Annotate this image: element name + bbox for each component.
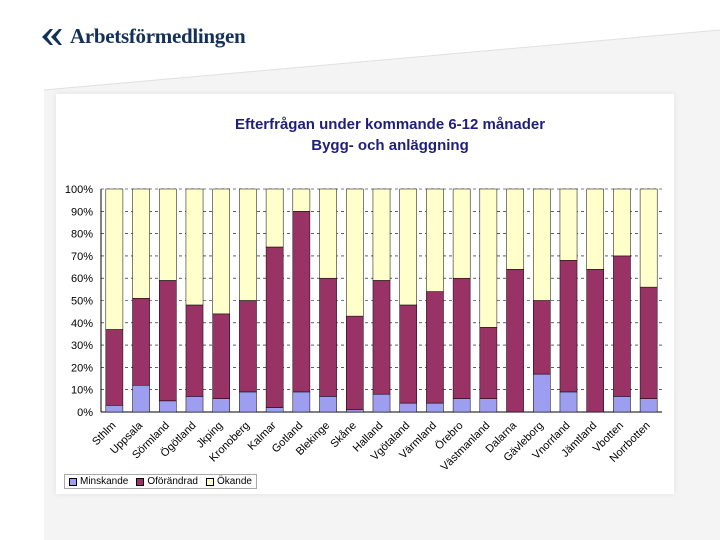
- bar-segment-minskande: [265, 407, 284, 413]
- bar-segment-ofrndrad: [345, 315, 364, 411]
- bar-segment-minskande: [613, 396, 631, 413]
- y-tick-label: 50%: [71, 296, 93, 308]
- bar-segment-kande: [639, 188, 658, 288]
- y-tick-label: 100%: [65, 184, 93, 196]
- bar-segment-kande: [372, 188, 391, 281]
- bar-segment-ofrndrad: [105, 329, 124, 406]
- bar-segment-kande: [559, 188, 578, 261]
- brand-name: Arbetsförmedlingen: [70, 24, 246, 48]
- bar-segment-ofrndrad: [399, 304, 418, 404]
- bar-segment-minskande: [532, 373, 551, 413]
- bar-segment-minskande: [105, 405, 124, 413]
- bar-segment-minskande: [212, 398, 231, 413]
- bar-segment-kande: [265, 188, 284, 248]
- bar-segment-minskande: [345, 409, 364, 413]
- legend-swatch-okande: [205, 477, 214, 486]
- y-tick-label: 90%: [71, 206, 93, 218]
- legend-swatch-oforandrad: [136, 477, 145, 486]
- legend-label-oforandrad: Oförändrad: [147, 476, 198, 487]
- bar-segment-minskande: [132, 384, 150, 413]
- y-tick-label: 40%: [71, 318, 93, 330]
- bar-segment-minskande: [158, 400, 177, 413]
- bar-segment-minskande: [372, 393, 391, 413]
- bar-segment-kande: [426, 188, 444, 292]
- bar-segment-kande: [158, 188, 177, 281]
- double-chevron-logo-icon: [42, 28, 62, 45]
- legend-item-oforandrad: Oförändrad: [136, 476, 198, 487]
- bar-segment-kande: [452, 188, 471, 279]
- legend-item-minskande: Minskande: [69, 476, 128, 487]
- chart-legend: Minskande Oförändrad Ökande: [64, 474, 257, 489]
- bar-segment-ofrndrad: [212, 313, 231, 399]
- bar-segment-ofrndrad: [559, 260, 578, 393]
- bar-segment-kande: [239, 188, 257, 301]
- bar-segment-minskande: [292, 391, 311, 413]
- bar-segment-ofrndrad: [292, 211, 311, 393]
- bar-segment-ofrndrad: [532, 300, 551, 375]
- bar-segment-minskande: [185, 396, 204, 413]
- y-tick-label: 80%: [71, 229, 93, 241]
- bar-segment-ofrndrad: [452, 277, 471, 399]
- legend-label-minskande: Minskande: [80, 476, 129, 487]
- bar-segment-kande: [292, 188, 311, 212]
- bar-segment-kande: [479, 188, 498, 328]
- bar-segment-ofrndrad: [586, 269, 605, 413]
- bar-segment-kande: [185, 188, 204, 306]
- bar-segment-kande: [105, 188, 124, 330]
- bar-segment-minskande: [559, 391, 578, 413]
- y-tick-label: 70%: [71, 251, 93, 263]
- bar-segment-ofrndrad: [613, 255, 631, 397]
- bar-segment-minskande: [319, 396, 337, 413]
- bar-segment-minskande: [479, 398, 498, 413]
- bar-segment-kande: [586, 188, 605, 270]
- brand-logo: Arbetsförmedlingen: [40, 24, 246, 49]
- bar-segment-ofrndrad: [239, 300, 257, 393]
- bar-segment-ofrndrad: [426, 291, 444, 404]
- bar-segment-ofrndrad: [506, 269, 524, 413]
- bar-segment-kande: [212, 188, 231, 315]
- chart-title-block: Efterfrågan under kommande 6-12 månader …: [56, 114, 720, 156]
- y-tick-label: 60%: [71, 273, 93, 285]
- bar-segment-ofrndrad: [479, 327, 498, 399]
- bar-segment-kande: [532, 188, 551, 301]
- legend-swatch-minskande: [69, 477, 77, 486]
- bar-segment-ofrndrad: [132, 298, 150, 386]
- bar-segment-kande: [132, 188, 150, 299]
- bar-segment-ofrndrad: [319, 277, 337, 397]
- chart-title: Efterfrågan under kommande 6-12 månader: [234, 116, 546, 133]
- bar-segment-minskande: [426, 402, 444, 413]
- bar-segment-ofrndrad: [158, 280, 177, 402]
- bar-segment-ofrndrad: [265, 246, 284, 408]
- chart-subtitle: Bygg- och anläggning: [311, 137, 469, 154]
- bar-segment-ofrndrad: [639, 286, 658, 399]
- y-tick-label: 20%: [71, 362, 93, 374]
- bar-segment-ofrndrad: [185, 304, 204, 397]
- y-tick-label: 0%: [77, 407, 93, 419]
- bar-segment-minskande: [239, 391, 257, 413]
- bar-segment-kande: [613, 188, 631, 257]
- bar-segment-kande: [345, 188, 364, 317]
- bar-segment-kande: [319, 188, 337, 279]
- bar-segment-minskande: [452, 398, 471, 413]
- bar-segment-kande: [399, 188, 418, 306]
- legend-item-okande: Ökande: [205, 476, 252, 487]
- legend-label-okande: Ökande: [216, 476, 252, 487]
- bar-segment-kande: [506, 188, 524, 270]
- bar-segment-ofrndrad: [372, 280, 391, 395]
- bar-segment-minskande: [639, 398, 658, 413]
- bar-segment-minskande: [399, 402, 418, 413]
- y-tick-label: 10%: [71, 385, 93, 397]
- y-tick-label: 30%: [71, 340, 93, 352]
